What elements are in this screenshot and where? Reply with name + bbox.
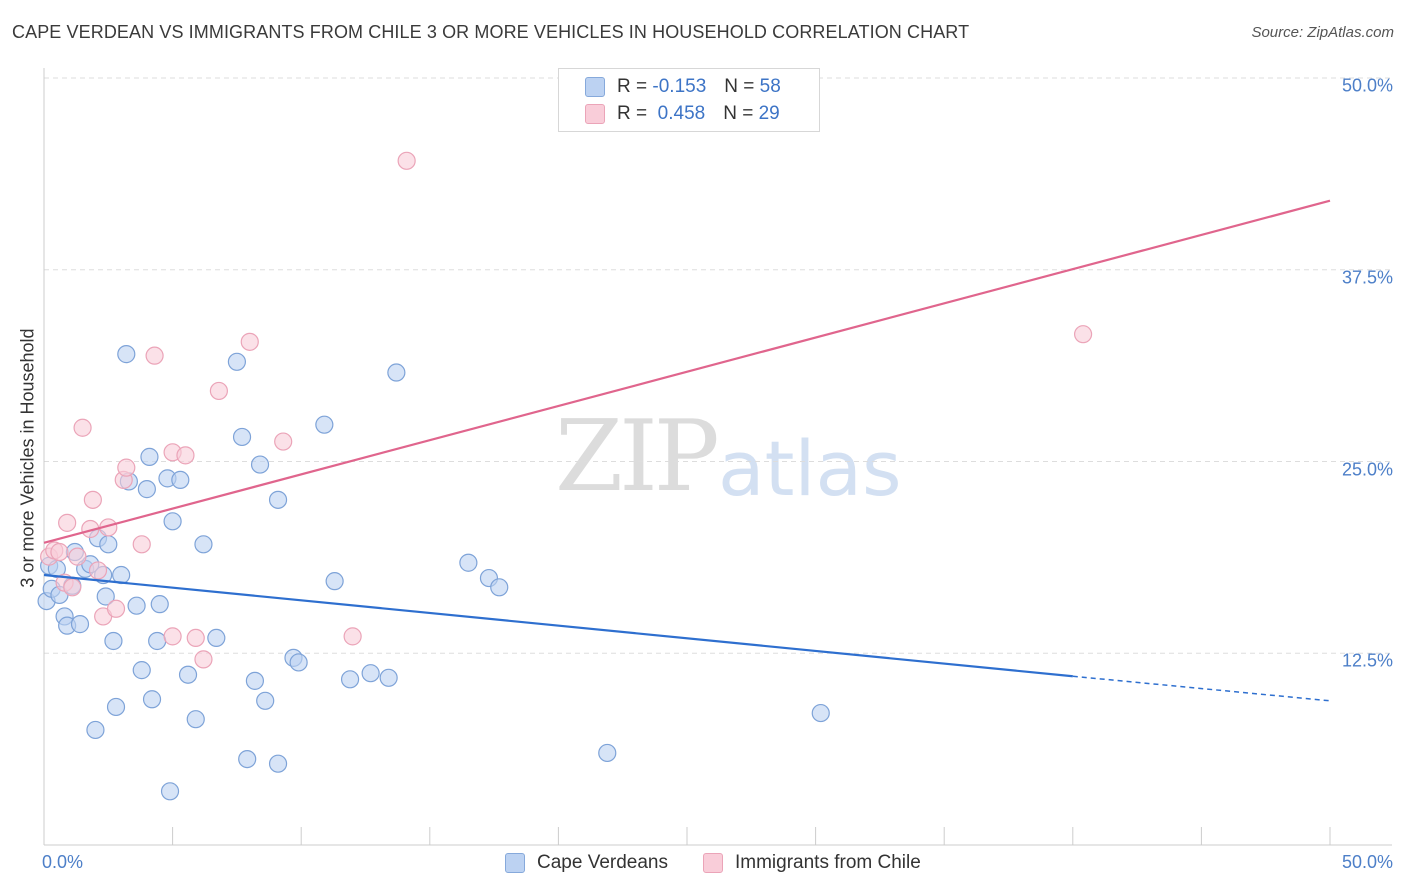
cape-verdean-point [379, 668, 398, 687]
cape-verdean-point [268, 754, 288, 773]
cape-verdean-point [140, 447, 159, 466]
bottom-legend-label: Cape Verdeans [537, 852, 668, 873]
cape-verdean-point [207, 628, 226, 648]
cape-verdean-point [86, 720, 105, 740]
chile-point [240, 332, 259, 351]
cape-verdean-point [186, 710, 205, 729]
chile-point [73, 418, 92, 437]
cape-verdean-point [163, 512, 182, 531]
cape-verdean-trend-extension [1072, 675, 1331, 702]
cape-verdean-point [104, 631, 123, 651]
chile-point [194, 650, 213, 669]
chart-title: CAPE VERDEAN VS IMMIGRANTS FROM CHILE 3 … [12, 22, 970, 42]
chile-point [145, 346, 164, 365]
cape-verdean-point [811, 703, 830, 723]
stats-legend: R = -0.153 N = 58 R = 0.458 N = 29 [558, 68, 820, 132]
x-tick-label-max: 50.0% [1341, 852, 1393, 872]
legend-swatch-blue [585, 77, 605, 97]
legend-n-label: N = [724, 76, 755, 97]
cape-verdean-point [268, 490, 288, 509]
cape-verdean-point [340, 670, 360, 689]
y-tick-label: 37.5% [1341, 267, 1393, 288]
cape-verdean-point [142, 690, 162, 709]
bottom-legend-chile: Immigrants from Chile [703, 852, 921, 874]
cape-verdean-point [227, 352, 246, 371]
cape-verdean-point [459, 553, 478, 572]
watermark-atlas: atlas [718, 424, 902, 513]
source-label: Source: ZipAtlas.com [1251, 24, 1394, 41]
chile-point [88, 561, 108, 580]
legend-r-label: R = [617, 76, 648, 97]
cape-verdean-point [132, 661, 151, 680]
legend-r-value: 0.458 [657, 103, 706, 124]
y-axis-label: 3 or more Vehicles in Household [17, 328, 38, 588]
cape-verdean-point [150, 595, 169, 614]
cape-verdean-point [99, 535, 118, 554]
cape-verdean-point [250, 455, 270, 474]
chile-point [132, 535, 151, 554]
cape-verdean-point [289, 653, 308, 672]
y-tick-label: 12.5% [1341, 650, 1393, 671]
cape-verdean-point [238, 749, 257, 769]
chile-point [209, 381, 228, 401]
cape-verdean-point [490, 578, 509, 597]
cape-verdean-point [194, 535, 213, 554]
cape-verdean-trend-line [43, 573, 1073, 678]
legend-row-chile: R = 0.458 N = 29 [585, 102, 780, 126]
cape-verdean-point [160, 782, 180, 801]
legend-n-value: 29 [758, 103, 780, 124]
chile-point [186, 628, 205, 648]
cape-verdean-point [325, 572, 344, 591]
cape-verdean-point [361, 664, 380, 683]
cape-verdean-point [106, 697, 126, 717]
chile-point [117, 458, 136, 477]
chile-point [83, 490, 102, 509]
cape-verdean-point [117, 345, 136, 364]
cape-verdean-point [96, 587, 115, 606]
cape-verdean-point [137, 480, 156, 499]
chile-point [397, 151, 416, 170]
bottom-legend-swatch-pink [703, 853, 723, 873]
cape-verdean-point [171, 470, 190, 490]
x-tick-label-min: 0.0% [42, 852, 84, 872]
chile-point [274, 432, 293, 451]
cape-verdean-point [315, 415, 334, 434]
legend-r-label: R = [617, 103, 648, 124]
y-tick-label: 25.0% [1341, 459, 1393, 479]
bottom-legend-cape-verdeans: Cape Verdeans [505, 852, 668, 874]
legend-n-label: N = [723, 103, 754, 124]
chile-point [176, 446, 195, 465]
y-tick-label: 50.0% [1341, 75, 1393, 96]
chile-point [343, 627, 362, 646]
legend-row-cape-verdeans: R = -0.153 N = 58 [585, 75, 781, 99]
chile-point [68, 547, 87, 566]
legend-n-value: 58 [759, 76, 781, 97]
cape-verdean-point [148, 631, 167, 651]
legend-swatch-pink [585, 104, 605, 124]
chile-point [50, 542, 69, 562]
watermark-zip: ZIP [555, 400, 720, 514]
cape-verdean-point [232, 427, 252, 447]
cape-verdean-point [178, 665, 198, 684]
cape-verdean-point [70, 615, 90, 634]
chile-point [163, 627, 182, 646]
cape-verdean-point [245, 671, 265, 690]
cape-verdean-point [256, 691, 275, 710]
bottom-legend-swatch-blue [505, 853, 525, 873]
chile-trend-line [43, 199, 1331, 544]
bottom-legend-label: Immigrants from Chile [735, 852, 921, 873]
cape-verdean-point [387, 363, 406, 382]
cape-verdean-point [598, 743, 617, 763]
chile-point [106, 599, 126, 618]
chile-point [63, 578, 82, 597]
chile-point [58, 513, 77, 532]
chile-point [1073, 325, 1093, 344]
legend-r-value: -0.153 [652, 76, 707, 97]
cape-verdean-point [127, 596, 146, 615]
